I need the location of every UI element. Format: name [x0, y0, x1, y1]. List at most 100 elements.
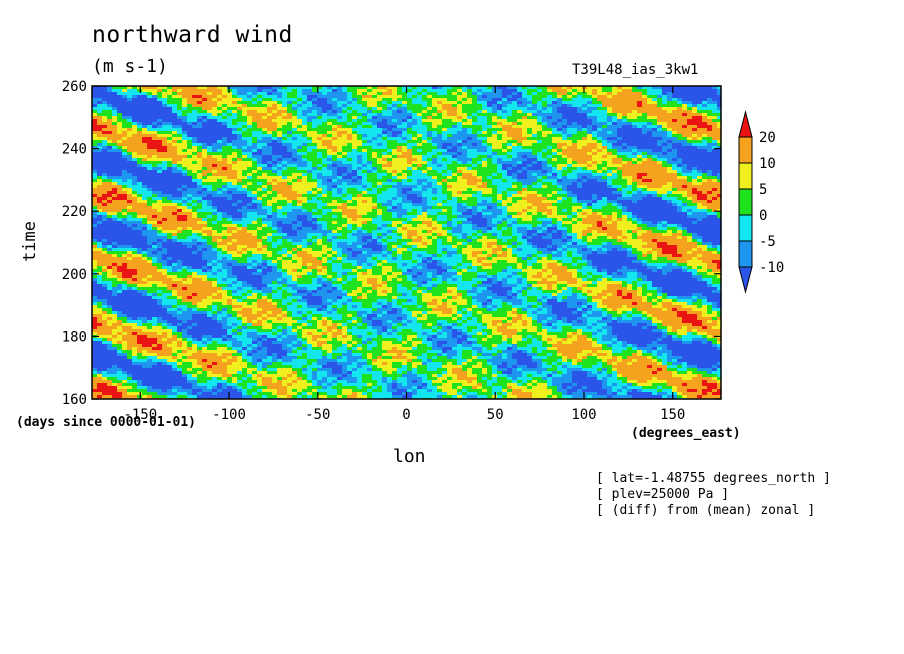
heatmap-cell [512, 308, 517, 311]
heatmap-cell [187, 329, 227, 332]
heatmap-cell [327, 152, 337, 155]
heatmap-cell [282, 263, 302, 266]
heatmap-cell [507, 314, 517, 317]
heatmap-cell [287, 104, 292, 107]
heatmap-cell [207, 347, 217, 350]
heatmap-cell [697, 134, 702, 137]
heatmap-cell [597, 248, 602, 251]
heatmap-cell [272, 131, 277, 134]
heatmap-cell [202, 359, 207, 362]
heatmap-cell [127, 263, 152, 266]
heatmap-cell [417, 347, 432, 350]
heatmap-cell [622, 116, 627, 119]
heatmap-cell [122, 179, 127, 182]
heatmap-cell [462, 311, 467, 314]
heatmap-cell [112, 122, 117, 125]
heatmap-cell [262, 326, 272, 329]
heatmap-cell [507, 248, 512, 251]
heatmap-cell [642, 296, 647, 299]
heatmap-cell [647, 224, 657, 227]
heatmap-cell [347, 299, 352, 302]
heatmap-cell [602, 86, 612, 89]
heatmap-cell [197, 245, 212, 248]
heatmap-cell [552, 317, 557, 320]
heatmap-cell [477, 266, 482, 269]
heatmap-cell [202, 248, 207, 251]
heatmap-cell [537, 248, 547, 251]
heatmap-cell [92, 155, 122, 158]
heatmap-cell [522, 197, 547, 200]
heatmap-cell [237, 116, 247, 119]
heatmap-cell [412, 149, 417, 152]
heatmap-cell [692, 308, 707, 311]
heatmap-cell [547, 275, 552, 278]
heatmap-cell [687, 263, 707, 266]
heatmap-cell [712, 326, 721, 329]
heatmap-cell [157, 215, 177, 218]
heatmap-cell [382, 203, 392, 206]
heatmap-cell [242, 326, 247, 329]
heatmap-cell [477, 170, 497, 173]
heatmap-cell [377, 134, 382, 137]
heatmap-cell [547, 125, 562, 128]
heatmap-cell [347, 248, 352, 251]
heatmap-cell [477, 299, 487, 302]
heatmap-cell [252, 341, 257, 344]
heatmap-cell [202, 164, 212, 167]
heatmap-cell [582, 221, 597, 224]
heatmap-cell [307, 107, 322, 110]
heatmap-cell [557, 263, 562, 266]
heatmap-cell [552, 224, 557, 227]
heatmap-cell [392, 269, 402, 272]
heatmap-cell [107, 269, 112, 272]
heatmap-cell [192, 275, 207, 278]
heatmap-cell [157, 194, 172, 197]
heatmap-cell [637, 104, 642, 107]
heatmap-cell [652, 320, 662, 323]
heatmap-cell [182, 131, 187, 134]
heatmap-cell [582, 359, 602, 362]
heatmap-cell [92, 185, 97, 188]
heatmap-cell [482, 263, 492, 266]
heatmap-cell [487, 164, 497, 167]
heatmap-cell [362, 149, 367, 152]
heatmap-cell [107, 89, 112, 92]
heatmap-cell [627, 254, 637, 257]
heatmap-cell [567, 338, 577, 341]
heatmap-cell [397, 251, 402, 254]
heatmap-cell [597, 143, 602, 146]
heatmap-cell [307, 143, 317, 146]
heatmap-cell [317, 137, 322, 140]
heatmap-cell [257, 212, 267, 215]
heatmap-cell [302, 89, 312, 92]
heatmap-cell [177, 308, 182, 311]
heatmap-cell [312, 218, 317, 221]
heatmap-cell [617, 320, 652, 323]
heatmap-cell [537, 110, 542, 113]
heatmap-cell [617, 272, 622, 275]
heatmap-cell [352, 110, 357, 113]
heatmap-cell [402, 110, 407, 113]
heatmap-cell [252, 287, 257, 290]
heatmap-cell [712, 317, 717, 320]
heatmap-cell [717, 251, 721, 254]
heatmap-cell [337, 191, 342, 194]
heatmap-cell [452, 314, 457, 317]
heatmap-cell [312, 314, 322, 317]
heatmap-cell [662, 323, 692, 326]
heatmap-cell [692, 323, 702, 326]
heatmap-cell [472, 227, 487, 230]
heatmap-cell [212, 173, 237, 176]
heatmap-cell [392, 149, 397, 152]
heatmap-cell [587, 338, 592, 341]
heatmap-cell [117, 128, 127, 131]
heatmap-cell [362, 287, 372, 290]
heatmap-cell [202, 197, 227, 200]
heatmap-cell [257, 89, 262, 92]
heatmap-cell [677, 188, 692, 191]
heatmap-cell [547, 323, 552, 326]
heatmap-cell [572, 122, 577, 125]
heatmap-cell [297, 230, 332, 233]
heatmap-cell [602, 221, 607, 224]
heatmap-cell [202, 116, 207, 119]
